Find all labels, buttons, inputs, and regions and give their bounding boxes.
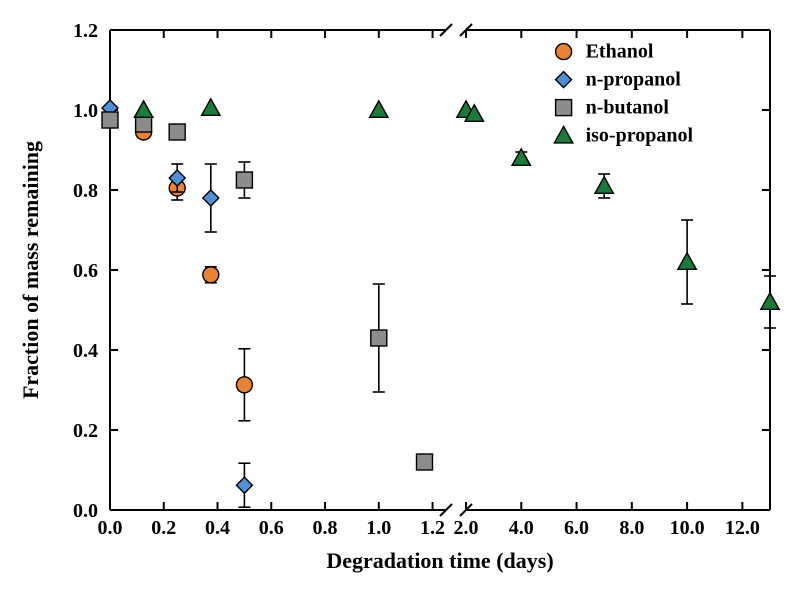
svg-text:1.2: 1.2 — [420, 517, 445, 539]
y-axis-label: Fraction of mass remaining — [18, 141, 43, 399]
svg-text:0.2: 0.2 — [151, 517, 176, 539]
svg-text:0.2: 0.2 — [73, 420, 98, 442]
svg-text:4.0: 4.0 — [509, 517, 534, 539]
svg-text:0.4: 0.4 — [73, 340, 98, 362]
svg-text:2.0: 2.0 — [454, 517, 479, 539]
legend-label: iso-propanol — [586, 125, 694, 147]
svg-text:6.0: 6.0 — [564, 517, 589, 539]
svg-text:1.0: 1.0 — [73, 100, 98, 122]
x-axis-label: Degradation time (days) — [326, 548, 553, 573]
svg-text:0.8: 0.8 — [73, 180, 98, 202]
svg-text:8.0: 8.0 — [619, 517, 644, 539]
legend-label: n-butanol — [586, 97, 670, 119]
svg-text:12.0: 12.0 — [725, 517, 760, 539]
svg-text:1.0: 1.0 — [366, 517, 391, 539]
legend-label: Ethanol — [586, 41, 654, 63]
svg-text:0.0: 0.0 — [73, 500, 98, 522]
svg-text:0.0: 0.0 — [98, 517, 123, 539]
svg-text:0.8: 0.8 — [313, 517, 338, 539]
svg-text:0.4: 0.4 — [205, 517, 230, 539]
scatter-chart: 0.0 0.2 0.4 0.6 0.8 1.0 1.2 0.0 0.2 0.4 0.6 0.8 1.0 1… — [0, 0, 800, 610]
svg-text:0.6: 0.6 — [73, 260, 98, 282]
svg-text:0.6: 0.6 — [259, 517, 284, 539]
svg-text:10.0: 10.0 — [670, 517, 705, 539]
legend-label: n-propanol — [586, 69, 682, 91]
svg-text:1.2: 1.2 — [73, 20, 98, 42]
chart-container: 0.0 0.2 0.4 0.6 0.8 1.0 1.2 0.0 0.2 0.4 0.6 0.8 1.0 1… — [0, 0, 800, 610]
